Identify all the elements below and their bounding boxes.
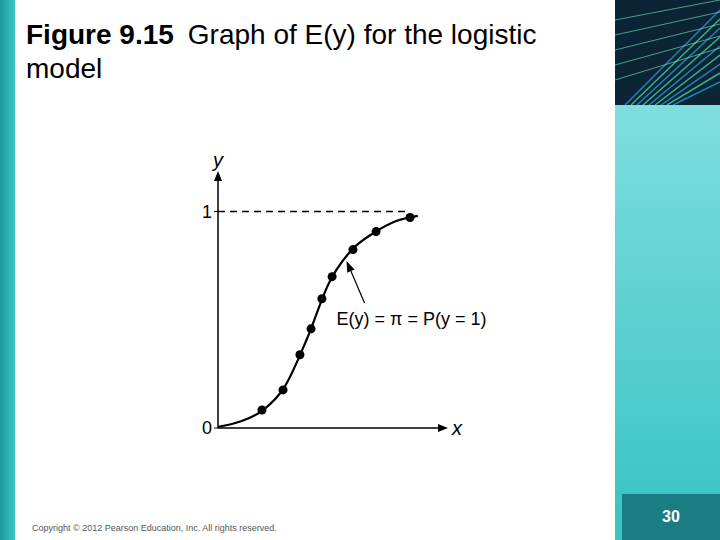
- svg-text:0: 0: [202, 418, 212, 438]
- html-text:Figure 9.15: Figure 9.15: [26, 19, 174, 50]
- html-text:Graph of E(y) for the logistic: Graph of E(y) for the logistic model: [26, 19, 537, 84]
- svg-text:1: 1: [202, 202, 212, 222]
- html-text:Copyright © 2012 Pearson Educa: Copyright © 2012 Pearson Education, Inc.…: [32, 523, 277, 533]
- svg-text:y: y: [211, 149, 224, 171]
- svg-text:E(y) = π = P(y = 1): E(y) = π = P(y = 1): [337, 309, 487, 329]
- svg-text:x: x: [451, 417, 463, 439]
- html-text:30: 30: [662, 508, 680, 525]
